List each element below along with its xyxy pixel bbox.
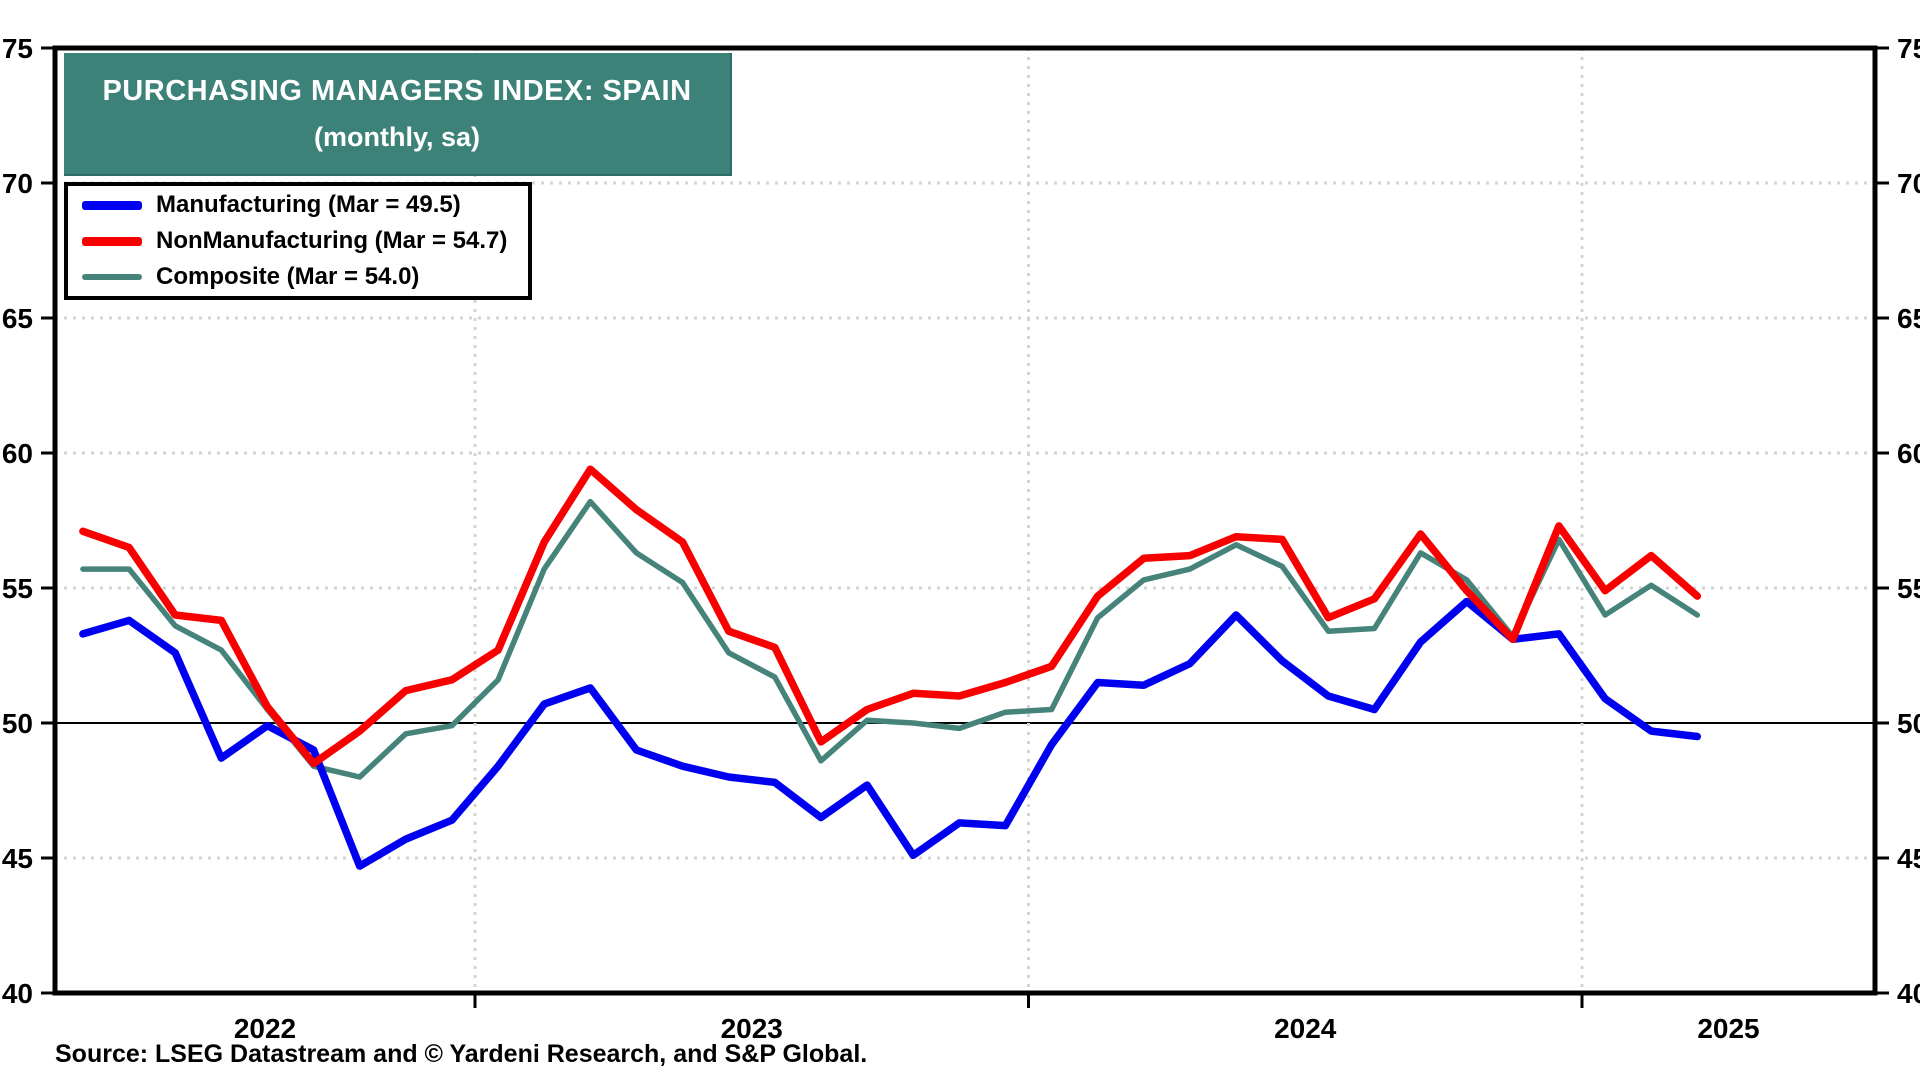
y-axis-label-left: 40 bbox=[2, 978, 33, 1009]
composite-line-swatch bbox=[82, 274, 142, 280]
legend-label: NonManufacturing (Mar = 54.7) bbox=[156, 227, 508, 254]
legend-box: Manufacturing (Mar = 49.5) NonManufactur… bbox=[64, 182, 532, 300]
chart-subtitle: (monthly, sa) bbox=[313, 121, 480, 152]
chart-title: PURCHASING MANAGERS INDEX: SPAIN bbox=[102, 74, 692, 107]
y-axis-label-left: 60 bbox=[2, 438, 33, 469]
x-axis-year-label: 2023 bbox=[721, 1013, 783, 1044]
y-axis-label-left: 45 bbox=[2, 843, 33, 874]
y-axis-label-right: 70 bbox=[1897, 168, 1920, 199]
x-axis-year-label: 2022 bbox=[234, 1013, 296, 1044]
y-axis-label-right: 60 bbox=[1897, 438, 1920, 469]
y-axis-label-left: 50 bbox=[2, 708, 33, 739]
y-axis-label-right: 40 bbox=[1897, 978, 1920, 1009]
x-axis-year-label: 2024 bbox=[1274, 1013, 1337, 1044]
gridlines bbox=[55, 48, 1875, 993]
x-axis-year-label: 2025 bbox=[1697, 1013, 1759, 1044]
manufacturing-line bbox=[79, 597, 1702, 870]
source-note: Source: LSEG Datastream and © Yardeni Re… bbox=[55, 1040, 868, 1068]
nonmanufacturing-line-swatch bbox=[82, 236, 142, 246]
axis-labels: 75 75 70 70 65 65 60 60 55 55 50 50 45 45 40 40 2022 2023… bbox=[2, 33, 1920, 1044]
y-axis-label-right: 65 bbox=[1897, 303, 1920, 334]
legend-item-manufacturing: Manufacturing (Mar = 49.5) bbox=[82, 188, 528, 222]
y-axis-label-left: 65 bbox=[2, 303, 33, 334]
plot-border bbox=[52, 45, 1878, 996]
legend-label: Manufacturing (Mar = 49.5) bbox=[156, 191, 461, 218]
y-axis-label-right: 75 bbox=[1897, 33, 1920, 64]
legend-item-nonmanufacturing: NonManufacturing (Mar = 54.7) bbox=[82, 224, 528, 258]
legend-item-composite: Composite (Mar = 54.0) bbox=[82, 260, 528, 294]
y-axis-label-left: 70 bbox=[2, 168, 33, 199]
data-series bbox=[79, 465, 1702, 870]
y-axis-label-left: 75 bbox=[2, 33, 33, 64]
manufacturing-line-swatch bbox=[82, 200, 142, 210]
composite-line bbox=[80, 498, 1701, 780]
legend-label: Composite (Mar = 54.0) bbox=[156, 263, 420, 290]
y-axis-label-right: 55 bbox=[1897, 573, 1920, 604]
y-axis-label-left: 55 bbox=[2, 573, 33, 604]
nonmanufacturing-line bbox=[79, 465, 1702, 768]
axes-frame bbox=[41, 45, 1889, 1008]
y-axis-label-right: 45 bbox=[1897, 843, 1920, 874]
title-banner: PURCHASING MANAGERS INDEX: SPAIN (monthl… bbox=[64, 53, 732, 176]
y-axis-label-right: 50 bbox=[1897, 708, 1920, 739]
